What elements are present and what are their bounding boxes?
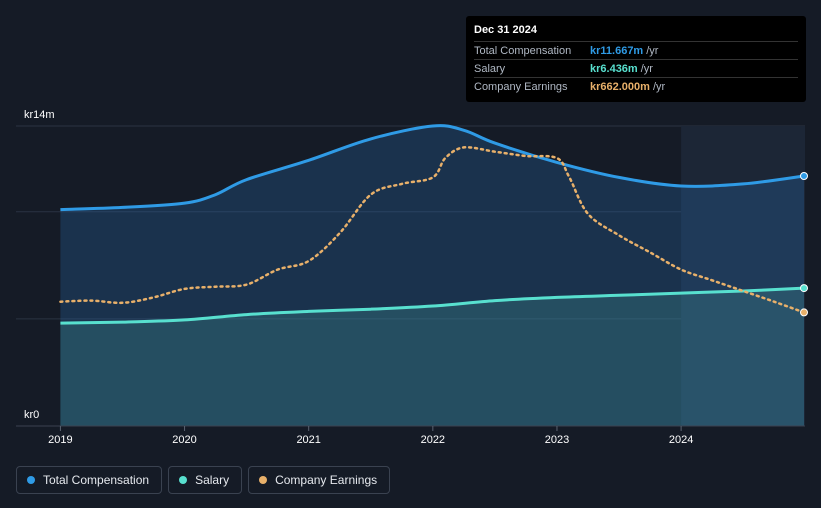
legend-dot-icon bbox=[259, 476, 268, 484]
company-earnings-line bbox=[59, 145, 806, 314]
x-tick-label: 2020 bbox=[172, 434, 196, 446]
salary-line bbox=[60, 286, 805, 325]
y-axis-top-label: kr14m bbox=[24, 109, 55, 121]
grid-lines bbox=[16, 125, 805, 320]
tooltip-row-earnings: Company Earnings kr662.000m /yr bbox=[474, 78, 798, 95]
x-tick-label: 2019 bbox=[48, 434, 72, 446]
legend-label: Company Earnings bbox=[275, 473, 378, 487]
tooltip-row-unit: /yr bbox=[652, 80, 666, 93]
tooltip-row-label: Company Earnings bbox=[474, 80, 568, 93]
legend-item-salary[interactable]: Salary bbox=[168, 466, 243, 494]
y-axis-bottom-label: kr0 bbox=[24, 409, 39, 421]
tooltip: Dec 31 2024 Total Compensation kr11.667m… bbox=[466, 16, 806, 102]
legend-label: Salary bbox=[195, 473, 230, 487]
tooltip-row-label: Salary bbox=[474, 62, 506, 75]
x-tick-label: 2024 bbox=[669, 434, 693, 446]
legend-item-total-compensation[interactable]: Total Compensation bbox=[16, 466, 163, 494]
total-compensation-area bbox=[60, 125, 804, 426]
tooltip-row-total: Total Compensation kr11.667m /yr bbox=[474, 42, 798, 60]
x-tick-label: 2023 bbox=[545, 434, 569, 446]
total-compensation-endpoint bbox=[800, 171, 808, 180]
legend-dot-icon bbox=[179, 476, 188, 484]
x-tick-label: 2021 bbox=[296, 434, 320, 446]
tooltip-row-value: kr6.436m bbox=[590, 62, 638, 75]
legend-item-company-earnings[interactable]: Company Earnings bbox=[248, 466, 391, 494]
tooltip-row-label: Total Compensation bbox=[474, 44, 572, 57]
tooltip-row-salary: Salary kr6.436m /yr bbox=[474, 60, 798, 78]
legend: Total Compensation Salary Company Earnin… bbox=[16, 466, 391, 494]
tooltip-row-unit: /yr bbox=[640, 62, 653, 75]
x-axis-ticks: 2019 2020 2021 2022 2023 2024 bbox=[48, 426, 693, 446]
tooltip-date: Dec 31 2024 bbox=[474, 24, 798, 42]
salary-endpoint bbox=[800, 284, 808, 293]
total-compensation-line bbox=[60, 124, 805, 212]
tooltip-row-value: kr11.667m bbox=[590, 44, 644, 57]
legend-label: Total Compensation bbox=[43, 473, 150, 487]
legend-dot-icon bbox=[27, 476, 35, 484]
salary-area bbox=[60, 288, 804, 426]
tooltip-row-value: kr662.000m bbox=[590, 80, 650, 93]
company-earnings-endpoint bbox=[800, 308, 808, 317]
tooltip-row-unit: /yr bbox=[646, 44, 659, 57]
series-endpoints bbox=[800, 171, 808, 317]
x-tick-label: 2022 bbox=[421, 434, 445, 446]
